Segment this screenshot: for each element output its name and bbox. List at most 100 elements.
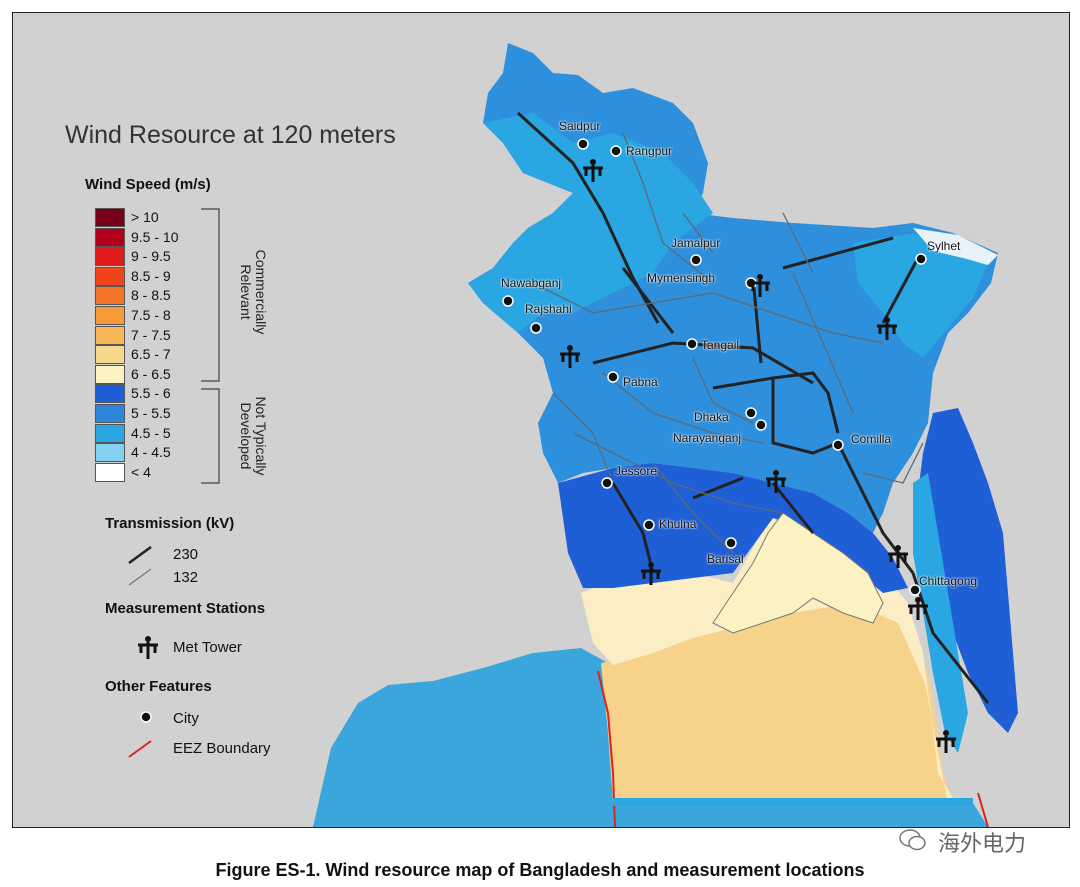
sea-area	[313, 648, 988, 827]
city-label-tangail: Tangail	[701, 338, 740, 352]
eez-boundary-east	[977, 792, 989, 827]
city-label-nawabganj: Nawabganj	[501, 276, 562, 290]
offshore-high-wind-zone	[601, 588, 953, 803]
wind-class-swatch	[95, 208, 125, 227]
wind-class-swatch	[95, 423, 125, 443]
city-dot-khulna	[643, 519, 655, 531]
city-label-jamalpur: Jamalpur	[671, 236, 721, 250]
wind-class-swatch	[95, 306, 125, 325]
not-developed-line2: Developed	[238, 402, 254, 470]
city-label-sylhet: Sylhet	[927, 239, 961, 253]
met-tower-icon	[641, 562, 661, 585]
wind-speed-heading: Wind Speed (m/s)	[85, 176, 211, 193]
map-frame: Wind Resource at 120 meters Wind Speed (…	[12, 12, 1070, 828]
city-dot-rangpur	[610, 145, 622, 157]
city-dot-rajshahi	[530, 322, 542, 334]
legend-132-line	[128, 568, 152, 586]
eez-legend-label: EEZ Boundary	[173, 740, 271, 757]
met-towers	[560, 159, 956, 753]
wind-class-label: 7.5 - 8	[131, 307, 171, 323]
commercial-line1: Commercially	[253, 249, 269, 335]
city-label-rajshahi: Rajshahi	[525, 302, 572, 316]
wind-class-label: > 10	[131, 209, 159, 225]
met-tower-icon	[908, 597, 928, 620]
city-label-narayanganj: Narayanganj	[673, 431, 742, 445]
city-dot-barisal	[725, 537, 737, 549]
transmission-230-label: 230	[173, 546, 199, 563]
city-dot-narayanganj	[755, 419, 767, 431]
wind-class-swatch	[95, 286, 125, 306]
delta-islands	[712, 512, 884, 634]
watermark: 海外电力	[938, 831, 1027, 856]
city-dot-tangail	[686, 338, 698, 350]
city-dot-saidpur	[577, 138, 589, 150]
wind-map	[128, 43, 1018, 827]
other-features-heading: Other Features	[105, 678, 212, 695]
met-tower-icon	[750, 274, 770, 297]
city-label-comilla: Comilla	[851, 432, 892, 446]
wind-class-swatch	[95, 266, 125, 286]
city-dot-pabna	[607, 371, 619, 383]
transmission-132kv	[532, 132, 924, 554]
wind-class-label: 8 - 8.5	[131, 287, 171, 304]
city-dot-chittagong	[909, 584, 921, 596]
wind-class-swatch	[95, 462, 125, 482]
not-developed-line1: Not Typically	[253, 396, 269, 476]
city-label-barisal: Barisal	[707, 552, 744, 566]
offshore-strip	[613, 798, 973, 806]
wind-class-swatch	[95, 404, 125, 423]
city-dot-sylhet	[915, 253, 927, 265]
met-tower-icon	[560, 345, 580, 368]
commercial-line2: Relevant	[238, 264, 254, 320]
wind-class-swatch	[95, 325, 125, 345]
wind-class-swatch	[95, 384, 125, 404]
wind-class-label: 6 - 6.5	[131, 365, 171, 382]
wechat-icon	[899, 829, 926, 851]
met-tower-icon	[583, 159, 603, 182]
city-dot-nawabganj	[502, 295, 514, 307]
transmission-132-label: 132	[173, 569, 199, 586]
wind-class-label: 6.5 - 7	[131, 346, 171, 363]
met-tower-icon	[936, 730, 956, 753]
city-label-mymensingh: Mymensingh	[647, 271, 716, 285]
city-label-dhaka: Dhaka	[694, 410, 729, 424]
wind-class-label: 9 - 9.5	[131, 248, 171, 265]
land-inland-east	[853, 233, 988, 358]
wind-class-label: 4.5 - 5	[131, 424, 171, 441]
land-southwest	[558, 463, 908, 593]
legend-title: Wind Resource at 120 meters	[65, 121, 396, 149]
wind-class-label: 5.5 - 6	[131, 385, 171, 402]
met-tower-icon	[888, 545, 908, 568]
wind-class-swatch	[95, 227, 125, 247]
wind-class-swatch	[95, 364, 125, 384]
land-inland	[468, 113, 713, 333]
city-dot-jessore	[601, 477, 613, 489]
commercial-group-label: Commercially Relevant	[238, 222, 269, 362]
city-dot-dhaka	[745, 407, 757, 419]
legend-eez-line	[128, 740, 152, 758]
wind-class-swatch	[95, 443, 125, 463]
wind-class-label: 7 - 7.5	[131, 326, 171, 343]
sylhet-low-wind	[913, 228, 998, 265]
transmission-heading: Transmission (kV)	[105, 515, 235, 532]
wind-class-label: 8.5 - 9	[131, 267, 171, 284]
city-label-jessore: Jessore	[615, 464, 658, 478]
city-markers	[502, 138, 927, 596]
city-label-khulna: Khulna	[659, 517, 697, 531]
not-developed-group-label: Not Typically Developed	[238, 376, 269, 496]
city-legend-label: City	[173, 710, 199, 727]
legend-brackets	[201, 208, 220, 484]
wind-class-label: 9.5 - 10	[131, 228, 179, 245]
met-tower-label: Met Tower	[173, 639, 242, 656]
wind-class-label: 5 - 5.5	[131, 405, 171, 421]
city-label-rangpur: Rangpur	[626, 144, 673, 158]
legend-met-tower-icon	[138, 636, 158, 659]
legend-city-dot	[140, 711, 152, 723]
city-label-chittagong: Chittagong	[919, 574, 978, 588]
wind-class-label: 4 - 4.5	[131, 444, 171, 461]
city-label-saidpur: Saidpur	[559, 119, 601, 133]
legend-230-line	[128, 545, 152, 565]
stations-heading: Measurement Stations	[105, 600, 266, 617]
chittagong-coast	[913, 473, 968, 753]
chittagong-hills	[918, 408, 1018, 733]
